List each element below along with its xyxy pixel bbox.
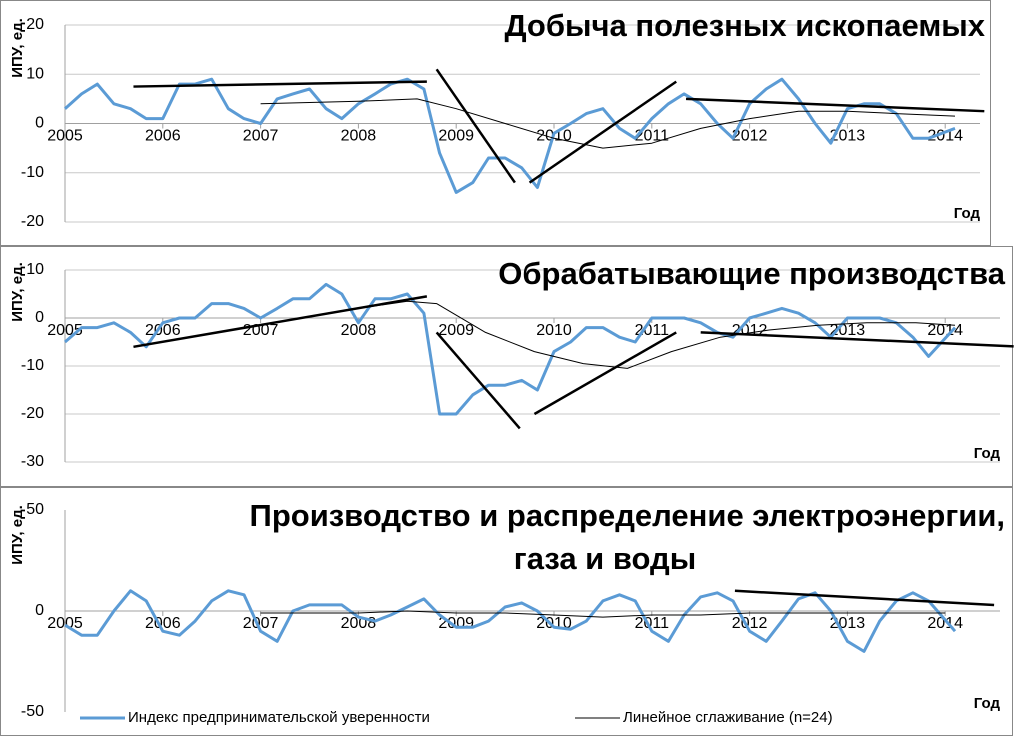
- y-tick-label: 50: [26, 501, 44, 518]
- panel-frame: [0, 487, 1013, 736]
- x-tick-label: 2006: [145, 128, 181, 145]
- y-axis-label: ИПУ, ед.: [9, 18, 26, 78]
- series-line: [64, 589, 957, 653]
- trend-line: [528, 80, 677, 184]
- y-tick-label: -30: [21, 453, 44, 470]
- trend-line: [700, 331, 1014, 348]
- trend-line: [435, 331, 521, 430]
- x-tick-label: 2008: [341, 128, 377, 145]
- chart-title: Производство и распределение электроэнер…: [250, 498, 1005, 533]
- y-tick-label: 0: [35, 115, 44, 132]
- x-tick-label: 2008: [341, 322, 377, 339]
- x-tick-label: 2011: [635, 322, 670, 339]
- trend-line: [435, 68, 516, 184]
- y-tick-label: 10: [26, 65, 44, 82]
- y-axis-label: ИПУ, ед.: [9, 262, 26, 322]
- y-tick-label: -10: [21, 164, 44, 181]
- series-line: [64, 282, 957, 416]
- y-tick-label: 0: [35, 602, 44, 619]
- legend-label: Индекс предпринимательской уверенности: [128, 709, 430, 726]
- trend-line: [533, 331, 677, 416]
- x-axis-label: Год: [974, 445, 1001, 462]
- x-tick-label: 2012: [732, 615, 768, 632]
- x-tick-label: 2006: [145, 615, 181, 632]
- x-tick-label: 2007: [243, 615, 279, 632]
- trend-line: [685, 97, 985, 113]
- trend-line: [133, 295, 428, 349]
- x-tick-label: 2011: [635, 615, 670, 632]
- x-tick-label: 2007: [243, 128, 279, 145]
- x-tick-label: 2011: [635, 128, 670, 145]
- x-tick-label: 2012: [732, 128, 768, 145]
- x-axis-label: Год: [974, 695, 1001, 712]
- y-tick-label: 0: [35, 309, 44, 326]
- trend-line: [133, 80, 427, 88]
- y-tick-label: -20: [21, 405, 44, 422]
- y-axis-label: ИПУ, ед.: [9, 505, 26, 565]
- series-line: [260, 98, 956, 149]
- y-tick-label: -20: [21, 213, 44, 230]
- legend-label: Линейное сглаживание (n=24): [623, 709, 833, 726]
- x-tick-label: 2005: [47, 128, 83, 145]
- chart-title: Обрабатывающие производства: [498, 256, 1005, 291]
- series-line: [326, 300, 956, 369]
- series-line: [64, 77, 956, 194]
- trend-line: [734, 589, 995, 607]
- x-tick-label: 2014: [927, 128, 963, 145]
- x-tick-label: 2014: [927, 322, 963, 339]
- panel-frame: [0, 246, 1013, 487]
- x-tick-label: 2010: [536, 322, 572, 339]
- x-axis-label: Год: [954, 205, 981, 222]
- x-tick-label: 2005: [47, 615, 83, 632]
- chart-title: газа и воды: [514, 541, 696, 576]
- y-tick-label: 10: [26, 261, 44, 278]
- x-tick-label: 2013: [830, 128, 866, 145]
- x-tick-label: 2009: [438, 128, 474, 145]
- y-tick-label: -50: [21, 703, 44, 720]
- y-tick-label: -10: [21, 357, 44, 374]
- chart-title: Добыча полезных ископаемых: [504, 8, 985, 43]
- panel-frame: [0, 0, 991, 246]
- y-tick-label: 20: [26, 16, 44, 33]
- series-line: [260, 610, 946, 618]
- x-tick-label: 2009: [438, 322, 474, 339]
